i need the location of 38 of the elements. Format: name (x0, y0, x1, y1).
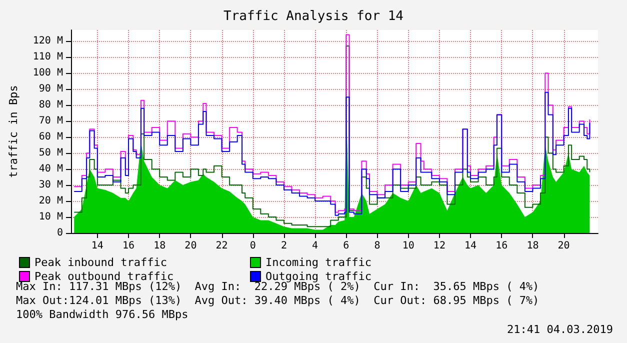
text: Max Out:124.01 MBps (13%) Avg Out: 39.40 MBps ( 4%) Cur Out: 68.95 MBps ( 7%) (16, 294, 540, 307)
y-tick-label: 70 M (38, 116, 63, 127)
legend-label: Peak outbound traffic (34, 270, 174, 283)
x-tick-label: 10 (402, 240, 414, 252)
y-tick-label: 60 M (38, 132, 63, 143)
x-tick-label: 14 (91, 240, 104, 252)
y-tick-label: 100 M (32, 68, 63, 79)
legend-label: Peak inbound traffic (34, 256, 167, 269)
x-tick-label: 14 (464, 240, 477, 252)
y-tick-label: 30 M (38, 180, 63, 191)
x-tick-label: 12 (433, 240, 446, 252)
chart-title: Traffic Analysis for 14 (223, 9, 404, 24)
x-tick-label: 18 (154, 240, 166, 252)
y-tick-label: 0 (56, 228, 63, 238)
x-tick-label: 20 (184, 240, 197, 252)
y-tick-label: 40 M (38, 164, 63, 175)
y-tick-label: 90 M (38, 84, 63, 95)
x-tick-label: 0 (250, 240, 256, 252)
y-axis-title: traffic in Bps (7, 85, 20, 178)
x-tick-label: 16 (122, 240, 135, 252)
x-tick-label: 2 (280, 240, 287, 252)
x-tick-label: 18 (526, 240, 539, 252)
y-tick-label: 80 M (38, 100, 63, 111)
x-tick-label: 8 (374, 240, 380, 252)
text: 21:41 04.03.2019 (507, 323, 614, 336)
x-tick-label: 4 (312, 240, 318, 252)
x-tick-label: 22 (216, 240, 228, 252)
text: 100% Bandwidth 976.56 MBps (16, 308, 188, 321)
legend-label: Outgoing traffic (266, 270, 372, 283)
legend-label: Incoming traffic (266, 256, 372, 269)
y-tick-label: 120 M (32, 36, 63, 47)
y-tick-label: 50 M (38, 148, 63, 159)
x-tick-label: 20 (558, 240, 570, 252)
x-tick-label: 6 (343, 240, 350, 252)
x-tick-label: 16 (496, 240, 508, 252)
y-tick-label: 20 M (38, 196, 63, 207)
y-tick-label: 10 M (38, 212, 63, 223)
y-tick-label: 110 M (32, 52, 63, 63)
